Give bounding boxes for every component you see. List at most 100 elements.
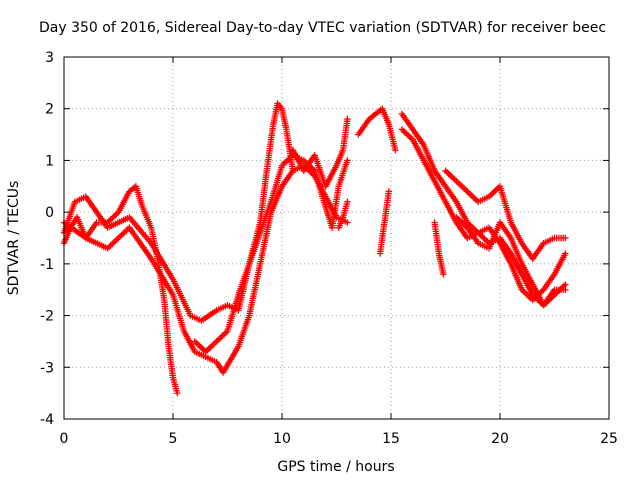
data-marker-run [311, 167, 329, 208]
data-marker-run [126, 214, 153, 245]
data-marker-run [540, 272, 557, 293]
data-marker-run [219, 345, 241, 376]
data-marker-run [551, 252, 568, 278]
data-marker-run [202, 339, 219, 355]
chart-title: Day 350 of 2016, Sidereal Day-to-day VTE… [39, 20, 606, 36]
data-marker-run [322, 164, 339, 190]
data-marker-run [431, 167, 448, 188]
y-tick-label: -4 [40, 412, 54, 428]
data-marker-run [161, 296, 172, 348]
data-marker-run [398, 110, 415, 131]
data-marker [562, 234, 569, 242]
y-tick-label: 1 [45, 153, 54, 169]
data-marker-run [496, 234, 513, 255]
data-marker-run [518, 271, 535, 297]
data-marker-run [540, 235, 556, 247]
data-marker-run [366, 112, 378, 123]
data-marker-run [132, 183, 145, 209]
data-marker [440, 271, 447, 278]
data-marker-run [355, 117, 372, 138]
data-marker-run [409, 136, 426, 162]
data-marker-run [379, 105, 392, 126]
x-tick-label: 25 [600, 431, 618, 447]
data-marker-run [148, 255, 176, 297]
data-marker-run [270, 102, 281, 128]
data-marker-run [507, 219, 524, 245]
y-tick-label: -2 [40, 309, 54, 325]
data-marker [385, 188, 393, 195]
data-marker-run [339, 200, 350, 221]
x-tick-label: 5 [169, 431, 178, 447]
data-marker-run [169, 276, 193, 317]
data-marker-run [420, 141, 437, 172]
data-marker-run [82, 234, 109, 251]
data-marker-run [263, 123, 277, 174]
data-marker-run [442, 167, 458, 183]
data-marker-run [71, 194, 87, 205]
data-marker-run [148, 240, 176, 281]
data-marker-run [372, 106, 384, 118]
series-track-9 [398, 110, 569, 309]
data-marker-run [165, 343, 176, 379]
data-marker-run [464, 224, 481, 245]
y-tick-label: -3 [40, 360, 54, 376]
data-marker [344, 219, 351, 226]
series-track-5 [289, 115, 351, 190]
data-marker-run [104, 225, 131, 252]
data-marker-run [191, 348, 207, 360]
data-marker-run [82, 193, 110, 229]
data-marker-run [267, 164, 285, 205]
data-marker-run [381, 190, 392, 226]
data-marker-run [187, 312, 203, 323]
data-marker-run [496, 240, 514, 266]
data-marker-run [278, 105, 290, 131]
data-marker-run [169, 291, 187, 333]
data-marker-run [246, 231, 263, 268]
data-marker-run [529, 281, 546, 307]
data-marker-run [453, 198, 470, 224]
data-marker-run [198, 308, 218, 324]
data-marker-run [435, 250, 447, 276]
data-marker-run [518, 260, 535, 286]
data-marker-run [464, 188, 480, 204]
x-tick-label: 15 [382, 431, 400, 447]
data-marker-run [213, 329, 230, 345]
y-axis-label: SDTVAR / TECUs [6, 181, 22, 296]
data-marker-run [180, 327, 197, 354]
data-marker-run [485, 221, 503, 252]
data-marker-run [235, 262, 252, 299]
data-marker [344, 115, 351, 123]
data-marker-run [507, 234, 525, 266]
y-tick-label: 3 [45, 50, 54, 66]
data-marker-run [431, 219, 442, 255]
series-track-13 [453, 214, 569, 309]
data-marker-run [453, 214, 469, 230]
data-marker [392, 146, 399, 154]
data-marker-run [335, 159, 350, 190]
y-tick-label: 0 [45, 205, 54, 221]
data-marker-run [267, 185, 285, 216]
data-marker-run [224, 293, 241, 335]
y-tick-label: 2 [45, 102, 54, 118]
data-marker-run [289, 146, 306, 173]
data-marker-run [213, 303, 229, 314]
plot-frame [63, 56, 610, 420]
data-marker-run [328, 185, 342, 231]
data-marker-run [475, 240, 491, 251]
data-marker-run [73, 214, 84, 229]
data-marker-run [126, 224, 154, 261]
data-marker-run [507, 250, 524, 276]
data-marker [562, 286, 569, 293]
series-track-8 [376, 188, 393, 257]
data-marker-run [529, 241, 546, 262]
data-marker-run [540, 288, 557, 309]
series-track-4 [191, 152, 351, 355]
data-marker-run [398, 126, 415, 142]
data-marker-run [274, 100, 284, 111]
data-marker-run [311, 152, 329, 188]
data-marker [344, 157, 351, 164]
data-marker-run [246, 262, 263, 319]
data-marker-run [420, 157, 437, 183]
data-marker-run [257, 200, 274, 236]
x-axis-label: GPS time / hours [277, 459, 394, 475]
